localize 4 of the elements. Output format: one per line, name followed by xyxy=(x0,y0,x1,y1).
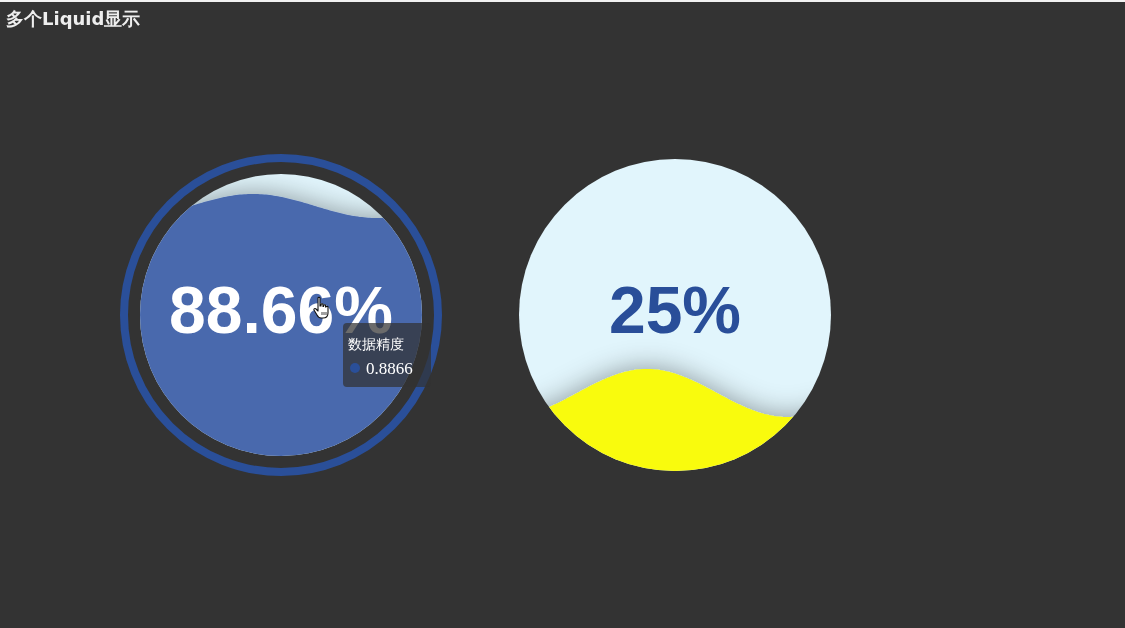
text: 数据精度 xyxy=(348,336,404,352)
data-label: 25% xyxy=(608,273,742,347)
text: 0.8866 xyxy=(366,359,413,378)
text: 多个Liquid显示 xyxy=(6,8,141,29)
